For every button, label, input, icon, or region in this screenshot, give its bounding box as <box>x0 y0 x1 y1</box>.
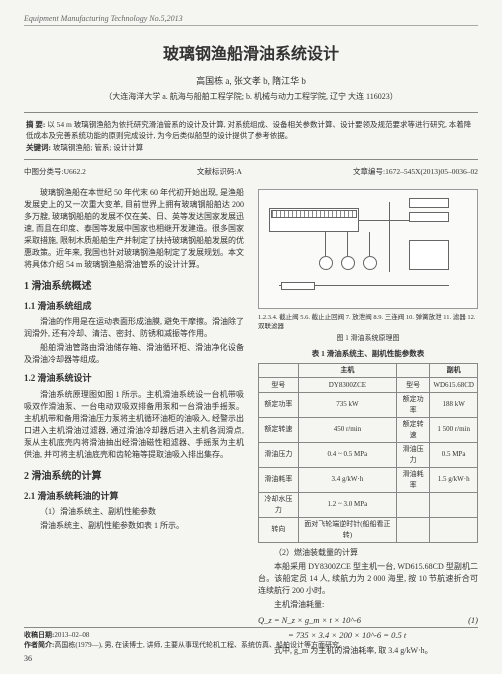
affiliation: （大连海洋大学 a. 航海与船舶工程学院; b. 机械与动力工程学院, 辽宁 大… <box>24 91 478 102</box>
table-cell: 滑油耗率 <box>259 467 299 492</box>
artid-value: 1672–545X(2013)05–0036–02 <box>385 167 478 176</box>
table-cell: 型号 <box>259 378 299 393</box>
p-2-2b: 本船采用 DY8300ZCE 型主机一台, WD615.68CD 型副机二台。该… <box>258 561 478 597</box>
table-cell <box>430 492 478 517</box>
figure-1-caption: 图 1 滑油系统原理图 <box>258 333 478 344</box>
table-cell <box>396 517 429 542</box>
abstract-box: 摘 要: 以 54 m 玻璃钢渔船为依托研究滑油管系的设计及计算, 对系统组成、… <box>24 112 478 160</box>
doccode-value: A <box>237 167 242 176</box>
table-cell: 额定转速 <box>396 417 429 442</box>
footer-date: 2013–02–08 <box>54 631 89 639</box>
table-cell: DY8300ZCE <box>298 378 396 393</box>
journal-header: Equipment Manufacturing Technology No.5,… <box>24 14 478 26</box>
abstract-text: 以 54 m 玻璃钢渔船为依托研究滑油管系的设计及计算, 对系统组成、设备相关参… <box>26 120 471 140</box>
section-1-heading: 1 滑油系统概述 <box>24 279 244 294</box>
p-1-1a: 滑油的作用是在运动表面形成油膜, 避免干摩擦。滑油除了润滑外, 还有冷却、清洁、… <box>24 316 244 340</box>
table-cell: 188 kW <box>430 392 478 417</box>
p-2-1b: 滑油系统主、副机性能参数如表 1 所示。 <box>24 520 244 532</box>
clc-label: 中图分类号: <box>24 167 64 176</box>
table-cell: 滑油压力 <box>259 442 299 467</box>
p-2-1a: （1）滑油系统主、副机性能参数 <box>24 506 244 518</box>
table-cell: 735 kW <box>298 392 396 417</box>
table-cell: 额定功率 <box>396 392 429 417</box>
section-1-1-heading: 1.1 滑油系统组成 <box>24 300 244 314</box>
table-cell <box>396 492 429 517</box>
p-2-2c: 主机滑油耗量: <box>258 599 478 611</box>
table-cell: 滑油耗率 <box>396 467 429 492</box>
abstract-label: 摘 要: <box>26 120 45 129</box>
table-cell: 1 500 r/min <box>430 417 478 442</box>
table-cell: 0.5 MPa <box>430 442 478 467</box>
table-header-main: 主机 <box>298 363 396 378</box>
authors: 高国栋 a, 张文孝 b, 隋江华 b <box>24 74 478 87</box>
keywords-text: 玻璃钢渔船; 管系; 设计计算 <box>53 143 143 152</box>
table-cell: 450 r/min <box>298 417 396 442</box>
table-header-blank <box>259 363 299 378</box>
section-2-heading: 2 滑油系统的计算 <box>24 469 244 484</box>
table-cell: 1.2 ~ 3.0 MPa <box>298 492 396 517</box>
table-1-title: 表 1 滑油系统主、副机性能参数表 <box>258 348 478 359</box>
p-2-2a: （2）燃油装载量的计算 <box>258 547 478 559</box>
eq1-num: (1) <box>468 614 478 627</box>
keywords-label: 关键词: <box>26 143 51 152</box>
table-header-blank2 <box>396 363 429 378</box>
figure-1-legend: 1.2.3.4. 截止阀 5.6. 截止止回阀 7. 放泄阀 8.9. 三连阀 … <box>258 313 478 331</box>
table-cell: 额定转速 <box>259 417 299 442</box>
table-cell: 滑油压力 <box>396 442 429 467</box>
eq1-lhs: Q_z = N_z × g_m × t × 10^-6 <box>258 614 361 627</box>
table-cell: 3.4 g/kW·h <box>298 467 396 492</box>
section-2-1-heading: 2.1 滑油系统耗油的计算 <box>24 490 244 504</box>
table-cell: 转向 <box>259 517 299 542</box>
table-cell: 冷却水压力 <box>259 492 299 517</box>
footer-author-label: 作者简介: <box>24 641 54 649</box>
article-title: 玻璃钢渔船滑油系统设计 <box>24 40 478 64</box>
equation-1: Q_z = N_z × g_m × t × 10^-6 (1) <box>258 614 478 627</box>
p-1-2: 滑油系统原理图如图 1 所示。主机滑油系统设一台机带吸吸双作滑油泵、一台电动双吸… <box>24 389 244 461</box>
table-cell: 1.5 g/kW·h <box>430 467 478 492</box>
p-1-1b: 船舶滑油管路由滑油储存箱、滑油循环柜、滑油净化设备及滑油冷却器等组成。 <box>24 342 244 366</box>
page-number: 36 <box>24 653 478 664</box>
left-column: 玻璃钢渔船在本世纪 50 年代末 60 年代初开始出现, 是渔船发展史上的又一次… <box>24 187 244 659</box>
table-cell: 面对飞轮端逆时针(船船看正转) <box>298 517 396 542</box>
figure-1-diagram <box>258 189 478 309</box>
doccode-label: 文献标识码: <box>197 167 237 176</box>
table-cell <box>430 517 478 542</box>
artid-label: 文章编号: <box>353 167 385 176</box>
table-header-aux: 副机 <box>430 363 478 378</box>
footer-date-label: 收稿日期: <box>24 631 54 639</box>
table-cell: 额定功率 <box>259 392 299 417</box>
table-cell: WD615.68CD <box>430 378 478 393</box>
table-cell: 0.4 ~ 0.5 MPa <box>298 442 396 467</box>
table-cell: 型号 <box>396 378 429 393</box>
footer-block: 收稿日期:2013–02–08 作者简介:高国栋(1979—), 男, 在读博士… <box>24 627 478 664</box>
intro-paragraph: 玻璃钢渔船在本世纪 50 年代末 60 年代初开始出现, 是渔船发展史上的又一次… <box>24 187 244 271</box>
footer-author: 高国栋(1979—), 男, 在读博士, 讲师, 主要从事现代轮机工程、系统仿真… <box>54 641 346 649</box>
right-column: 1.2.3.4. 截止阀 5.6. 截止止回阀 7. 放泄阀 8.9. 三连阀 … <box>258 187 478 659</box>
section-1-2-heading: 1.2 滑油系统设计 <box>24 372 244 386</box>
clc-value: U662.2 <box>64 167 86 176</box>
table-1: 主机 副机 型号DY8300ZCE型号WD615.68CD额定功率735 kW额… <box>258 363 478 543</box>
classify-row: 中图分类号:U662.2 文献标识码:A 文章编号:1672–545X(2013… <box>24 166 478 177</box>
